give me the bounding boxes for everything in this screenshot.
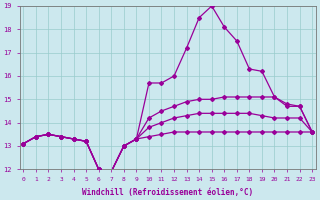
X-axis label: Windchill (Refroidissement éolien,°C): Windchill (Refroidissement éolien,°C) xyxy=(82,188,253,197)
